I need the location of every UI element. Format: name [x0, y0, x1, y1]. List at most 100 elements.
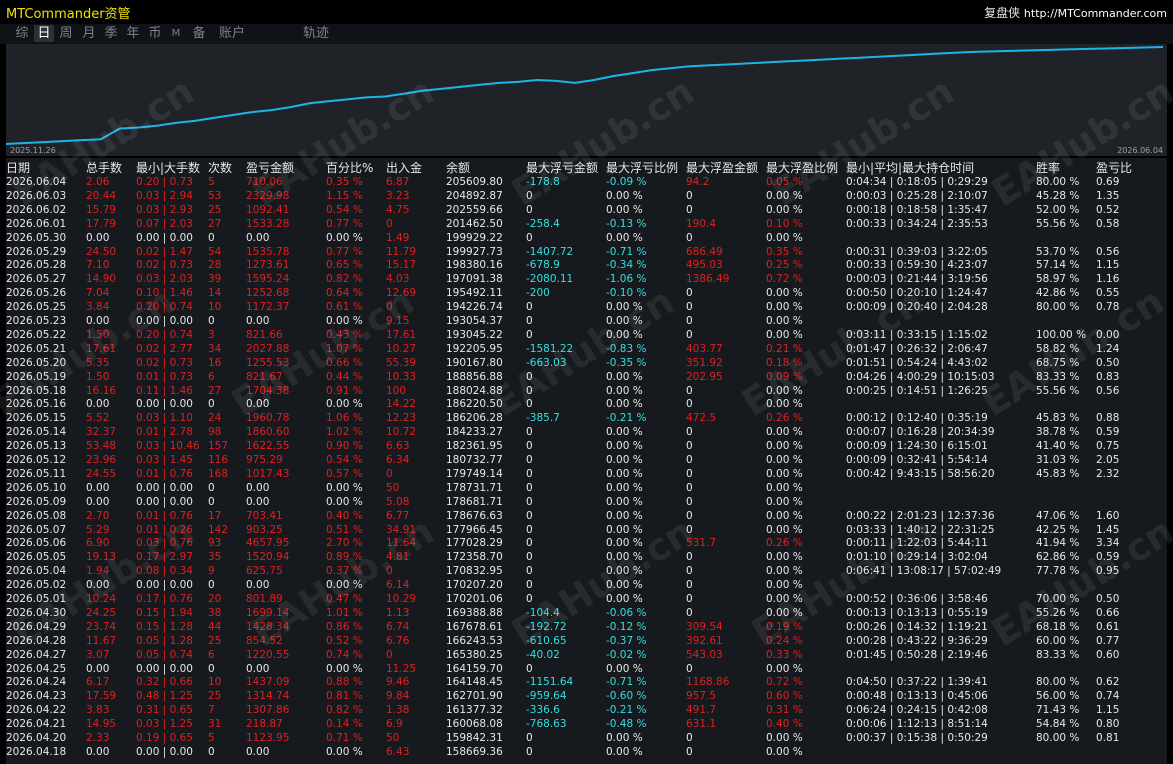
table-row[interactable]: 2026.06.01 17.79 0.07 | 2.03 27 1533.28 0.77 …: [6, 217, 1167, 231]
column-header-max-float-loss-pct[interactable]: 最大浮亏比例: [606, 161, 679, 175]
table-row[interactable]: 2026.05.10 0.00 0.00 | 0.00 0 0.00 0.00 % 50 17…: [6, 481, 1167, 495]
table-row[interactable]: 2026.05.23 0.00 0.00 | 0.00 0 0.00 0.00 % 9.15…: [6, 314, 1167, 328]
column-header-max-float-loss[interactable]: 最大浮亏金额: [526, 161, 599, 175]
table-row[interactable]: 2026.04.21 14.95 0.03 | 1.25 31 218.87 0.14 %…: [6, 717, 1167, 731]
cell-max-float-loss: 0: [526, 370, 533, 383]
table-row[interactable]: 2026.04.28 11.67 0.05 | 1.28 25 854.52 0.52 %…: [6, 634, 1167, 648]
table-row[interactable]: 2026.05.22 1.50 0.20 | 0.74 3 821.66 0.43 % 17…: [6, 328, 1167, 342]
column-header-min-max-lots[interactable]: 最小|大手数: [136, 161, 201, 175]
column-header-balance[interactable]: 余额: [446, 161, 471, 175]
cell-min-max-lots: 0.01 | 0.26: [136, 523, 193, 536]
cell-max-float-profit: 0: [686, 426, 693, 439]
column-header-count[interactable]: 次数: [208, 161, 233, 175]
table-row[interactable]: 2026.04.24 6.17 0.32 | 0.66 10 1437.09 0.88 %…: [6, 675, 1167, 689]
tab-5[interactable]: 年: [126, 26, 140, 41]
cell-win-rate: 42.86 %: [1036, 287, 1080, 300]
table-row[interactable]: 2026.05.12 23.96 0.03 | 1.45 116 975.29 0.54 …: [6, 453, 1167, 467]
cell-max-float-loss: -1407.72: [526, 245, 574, 258]
column-header-total-lots[interactable]: 总手数: [86, 161, 123, 175]
cell-max-float-profit-pct: 0.31 %: [766, 704, 803, 717]
table-row[interactable]: 2026.04.27 3.07 0.05 | 0.74 6 1220.55 0.74 % 0…: [6, 648, 1167, 662]
cell-min-max-lots: 0.15 | 1.94: [136, 606, 193, 619]
app-title: MTCommander资管: [6, 7, 131, 22]
table-row[interactable]: 2026.06.02 15.79 0.03 | 2.93 25 1092.41 0.54 …: [6, 203, 1167, 217]
cell-total-lots: 3.84: [86, 301, 110, 314]
cell-max-float-loss: 0: [526, 315, 533, 327]
cell-max-float-profit: 543.03: [686, 648, 723, 661]
cell-date: 2026.05.28: [6, 259, 67, 272]
table-row[interactable]: 2026.05.16 0.00 0.00 | 0.00 0 0.00 0.00 % 14.2…: [6, 397, 1167, 411]
cell-total-lots: 7.10: [86, 259, 110, 272]
table-row[interactable]: 2026.04.20 2.33 0.19 | 0.65 5 1123.95 0.71 % 5…: [6, 731, 1167, 745]
table-row[interactable]: 2026.04.18 0.00 0.00 | 0.00 0 0.00 0.00 % 6.43…: [6, 745, 1167, 759]
table-row[interactable]: 2026.05.13 53.48 0.03 | 10.46 157 1622.55 0.9…: [6, 439, 1167, 453]
table-row[interactable]: 2026.05.14 32.37 0.01 | 2.78 98 1860.60 1.02 …: [6, 425, 1167, 439]
column-header-max-float-profit[interactable]: 最大浮盈金额: [686, 161, 759, 175]
table-row[interactable]: 2026.05.07 5.29 0.01 | 0.26 142 903.25 0.51 %…: [6, 523, 1167, 537]
cell-date: 2026.04.23: [6, 690, 67, 703]
cell-max-float-profit: 0: [686, 203, 693, 216]
table-row[interactable]: 2026.05.05 19.13 0.17 | 2.97 35 1520.94 0.89 …: [6, 550, 1167, 564]
cell-count: 142: [208, 523, 229, 536]
cell-max-float-loss: 0: [526, 203, 533, 216]
cell-max-float-profit-pct: 0.26 %: [766, 412, 803, 425]
brand-url-link[interactable]: http://MTCommander.com: [1023, 7, 1167, 20]
cell-deposit: 6.74: [386, 620, 410, 633]
table-row[interactable]: 2026.05.08 2.70 0.01 | 0.76 17 703.41 0.40 % 6…: [6, 509, 1167, 523]
table-row[interactable]: 2026.04.23 17.59 0.48 | 1.25 25 1314.74 0.81 …: [6, 689, 1167, 703]
table-row[interactable]: 2026.05.30 0.00 0.00 | 0.00 0 0.00 0.00 % 1.49…: [6, 231, 1167, 245]
table-row[interactable]: 2026.05.15 5.52 0.03 | 1.10 24 1960.78 1.06 %…: [6, 411, 1167, 425]
table-row[interactable]: 2026.05.20 5.35 0.02 | 0.73 16 1255.53 0.66 %…: [6, 356, 1167, 370]
cell-total-lots: 15.79: [86, 203, 117, 216]
tab-1[interactable]: 日: [34, 25, 54, 42]
tab-9[interactable]: 账户: [218, 26, 245, 41]
column-header-pnl-percent[interactable]: 百分比%: [326, 161, 374, 175]
table-row[interactable]: 2026.05.04 1.94 0.08 | 0.34 9 625.75 0.37 % 0 1…: [6, 564, 1167, 578]
tab-8[interactable]: 备: [192, 26, 206, 41]
column-header-max-float-profit-pct[interactable]: 最大浮盈比例: [766, 161, 839, 175]
column-header-pnl-amount[interactable]: 盈亏金额: [246, 161, 295, 175]
table-row[interactable]: 2026.05.21 17.61 0.02 | 2.77 34 2027.88 1.07 …: [6, 342, 1167, 356]
table-row[interactable]: 2026.05.25 3.84 0.20 | 0.74 10 1172.37 0.61 %…: [6, 300, 1167, 314]
tab-10[interactable]: 轨迹: [302, 26, 329, 41]
column-header-hold-time[interactable]: 最小|平均|最大持仓时间: [846, 161, 975, 175]
cell-pnl-amount: 2329.98: [246, 189, 290, 202]
cell-max-float-loss-pct: 0.00 %: [606, 301, 643, 314]
tab-7[interactable]: M: [171, 28, 181, 39]
tab-3[interactable]: 月: [82, 26, 96, 41]
table-row[interactable]: 2026.06.04 2.06 0.20 | 0.73 5 710.06 0.35 % 6.…: [6, 175, 1167, 189]
tab-6[interactable]: 币: [148, 26, 162, 41]
cell-win-rate: 77.78 %: [1036, 565, 1080, 578]
table-row[interactable]: 2026.04.22 3.83 0.31 | 0.65 7 1307.86 0.82 % 1…: [6, 703, 1167, 717]
table-row[interactable]: 2026.05.29 24.50 0.02 | 1.47 54 1535.78 0.77 …: [6, 245, 1167, 259]
table-row[interactable]: 2026.04.25 0.00 0.00 | 0.00 0 0.00 0.00 % 11.2…: [6, 662, 1167, 676]
cell-date: 2026.05.18: [6, 384, 67, 397]
table-row[interactable]: 2026.05.19 1.50 0.01 | 0.73 6 821.67 0.44 % 10…: [6, 370, 1167, 384]
table-row[interactable]: 2026.05.27 14.90 0.03 | 2.03 39 1595.24 0.82 …: [6, 272, 1167, 286]
cell-deposit: 5.08: [386, 495, 410, 508]
cell-hold-time: 0:01:51 | 0:54:24 | 4:43:02: [846, 356, 988, 369]
column-header-win-rate[interactable]: 胜率: [1036, 161, 1061, 175]
table-row[interactable]: 2026.05.01 10.24 0.17 | 0.76 20 801.89 0.47 %…: [6, 592, 1167, 606]
column-header-date[interactable]: 日期: [6, 161, 31, 175]
table-row[interactable]: 2026.05.06 6.90 0.03 | 0.76 93 4657.95 2.70 %…: [6, 536, 1167, 550]
cell-pnl-percent: 0.00 %: [326, 579, 363, 592]
column-header-pl-ratio[interactable]: 盈亏比: [1096, 161, 1133, 175]
table-row[interactable]: 2026.05.26 7.04 0.10 | 1.46 14 1252.68 0.64 %…: [6, 286, 1167, 300]
table-row[interactable]: 2026.04.30 24.25 0.15 | 1.94 38 1699.14 1.01 …: [6, 606, 1167, 620]
column-header-deposit[interactable]: 出入金: [386, 161, 423, 175]
tab-0[interactable]: 综: [15, 26, 29, 41]
table-row[interactable]: 2026.06.03 20.44 0.03 | 2.94 53 2329.98 1.15 …: [6, 189, 1167, 203]
cell-max-float-loss: 0: [526, 579, 533, 592]
cell-max-float-loss: -1581.22: [526, 342, 574, 355]
table-row[interactable]: 2026.05.09 0.00 0.00 | 0.00 0 0.00 0.00 % 5.08…: [6, 495, 1167, 509]
table-row[interactable]: 2026.05.02 0.00 0.00 | 0.00 0 0.00 0.00 % 6.14…: [6, 578, 1167, 592]
table-row[interactable]: 2026.04.29 23.74 0.15 | 1.28 44 1428.34 0.86 …: [6, 620, 1167, 634]
table-row[interactable]: 2026.05.28 7.10 0.02 | 0.73 28 1273.61 0.65 %…: [6, 258, 1167, 272]
tab-4[interactable]: 季: [104, 26, 118, 41]
cell-pnl-amount: 1252.68: [246, 287, 290, 300]
table-row[interactable]: 2026.05.11 24.55 0.01 | 0.76 168 1017.43 0.57…: [6, 467, 1167, 481]
cell-pnl-amount: 1017.43: [246, 467, 290, 480]
table-row[interactable]: 2026.05.18 16.16 0.11 | 1.46 27 1704.38 0.91 …: [6, 384, 1167, 398]
tab-2[interactable]: 周: [59, 26, 73, 41]
